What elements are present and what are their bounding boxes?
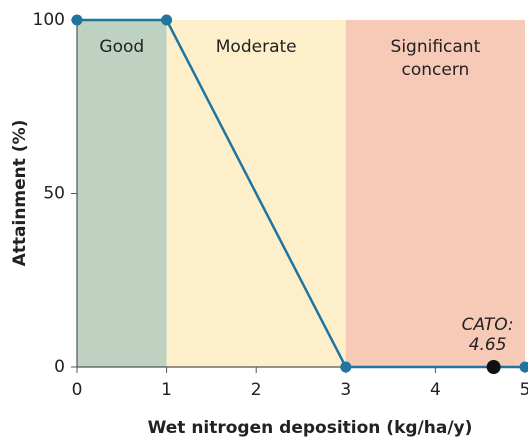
annotation-label: 4.65 (469, 335, 507, 355)
band-label: Significant (391, 37, 481, 57)
x-tick-label: 5 (520, 380, 528, 400)
x-tick-label: 2 (251, 380, 262, 400)
band (77, 20, 167, 367)
band-label: Moderate (216, 37, 297, 57)
line (77, 18, 525, 369)
annotation-label: CATO: (462, 315, 514, 335)
x-tick-label: 3 (340, 380, 351, 400)
point (340, 361, 352, 373)
point (71, 14, 83, 26)
band-label: Good (99, 37, 144, 57)
y-tick-label: 100 (33, 10, 65, 30)
y-axis-label: Attainment (%) (10, 120, 30, 267)
x-tick-label: 1 (161, 380, 172, 400)
band (345, 20, 525, 367)
x-axis-label: Wet nitrogen deposition (kg/ha/y) (148, 418, 473, 438)
band-label: concern (402, 60, 470, 80)
point (519, 361, 528, 373)
annotation-point (486, 360, 501, 374)
y-tick-label: 0 (54, 357, 65, 377)
x-tick-label: 0 (72, 380, 83, 400)
y-tick-label: 50 (43, 184, 65, 204)
x-tick-label: 4 (430, 380, 441, 400)
point (161, 14, 173, 26)
